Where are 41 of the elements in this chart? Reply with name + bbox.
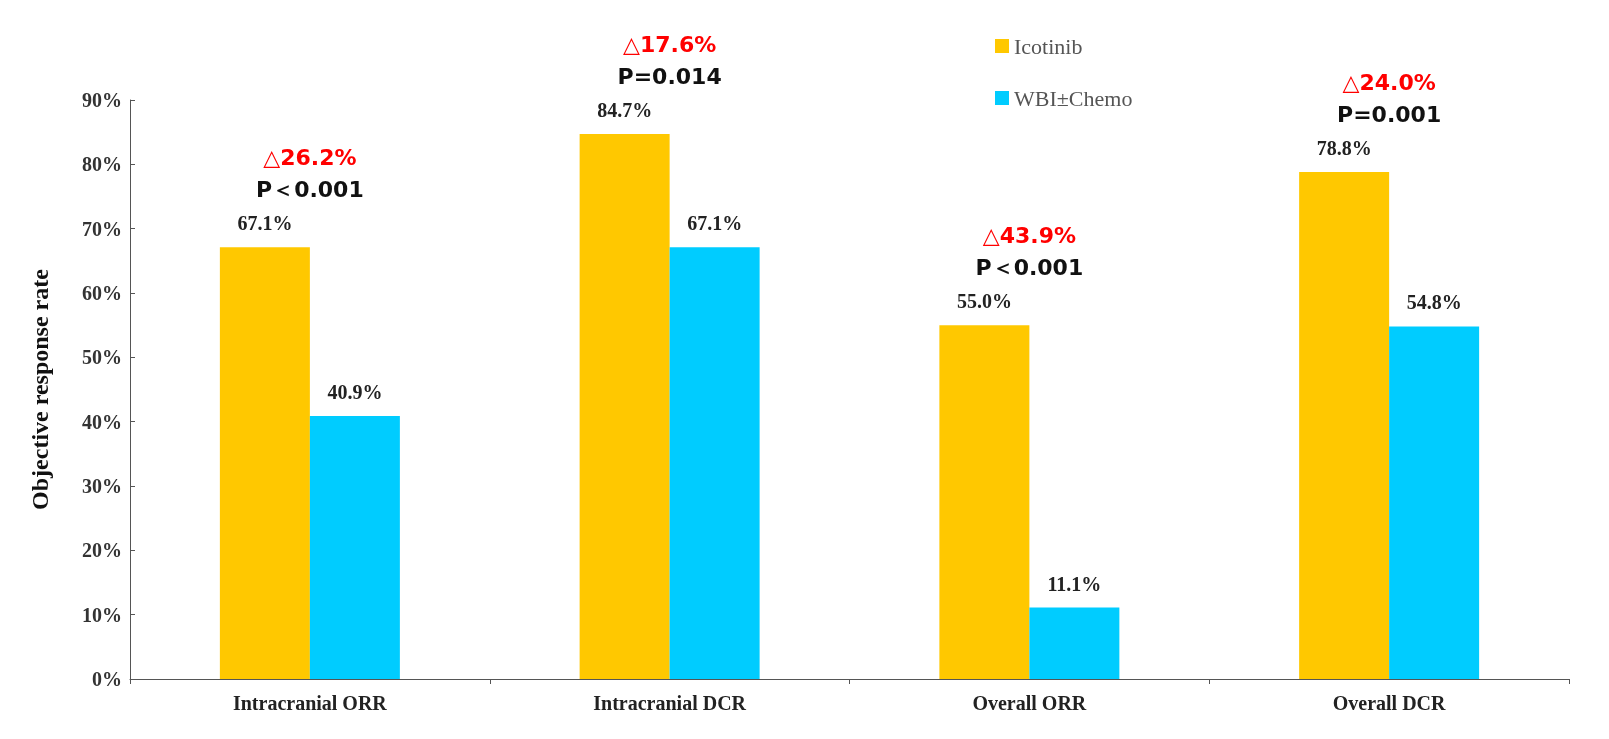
text: P=0.014 [617, 63, 722, 89]
text: △24.0% [1342, 69, 1436, 95]
bar [1029, 607, 1120, 679]
bar [1299, 172, 1390, 679]
annotation: △26.2% [263, 144, 357, 170]
data-label: 54.8% [1406, 291, 1462, 314]
bar [1389, 326, 1480, 679]
y-tick-label: 60% [82, 282, 122, 304]
y-tick-label: 30% [82, 475, 122, 497]
bar [219, 247, 310, 679]
x-tick-label: Intracranial ORR [232, 692, 388, 714]
x-tick-label: Overall ORR [972, 692, 1087, 714]
data-label: 11.1% [1047, 572, 1102, 595]
bar [309, 415, 400, 679]
bar [579, 134, 670, 679]
y-tick-label: 50% [82, 346, 122, 369]
legend-label: WBI±Chemo [1014, 85, 1133, 111]
data-label: 67.1% [687, 212, 743, 235]
y-tick-label: 10% [82, 603, 122, 626]
y-tick-label: 40% [82, 410, 122, 433]
legend-label: Icotinib [1014, 33, 1083, 59]
data-label: 67.1% [237, 212, 293, 235]
text: △17.6% [623, 31, 717, 57]
data-label: 84.7% [597, 99, 653, 122]
x-tick-label: Overall DCR [1332, 692, 1447, 714]
data-label: 78.8% [1316, 137, 1372, 160]
bar [939, 325, 1030, 679]
data-label: 40.9% [327, 380, 383, 403]
y-tick-label: 0% [92, 668, 122, 690]
annotation: △43.9% [982, 222, 1076, 248]
annotation: P＜0.001 [256, 176, 364, 202]
annotation: P=0.001 [1337, 101, 1442, 127]
y-tick-label: 90% [82, 89, 122, 111]
data-label: 55.0% [956, 290, 1012, 313]
x-tick-label: Intracranial DCR [593, 692, 747, 714]
annotation: P＜0.001 [975, 254, 1084, 280]
y-tick-label: 20% [82, 539, 122, 562]
y-axis-title: Objective response rate [27, 268, 53, 510]
y-tick-label: 70% [82, 217, 122, 240]
bar [669, 247, 760, 679]
y-tick-label: 80% [82, 153, 122, 176]
